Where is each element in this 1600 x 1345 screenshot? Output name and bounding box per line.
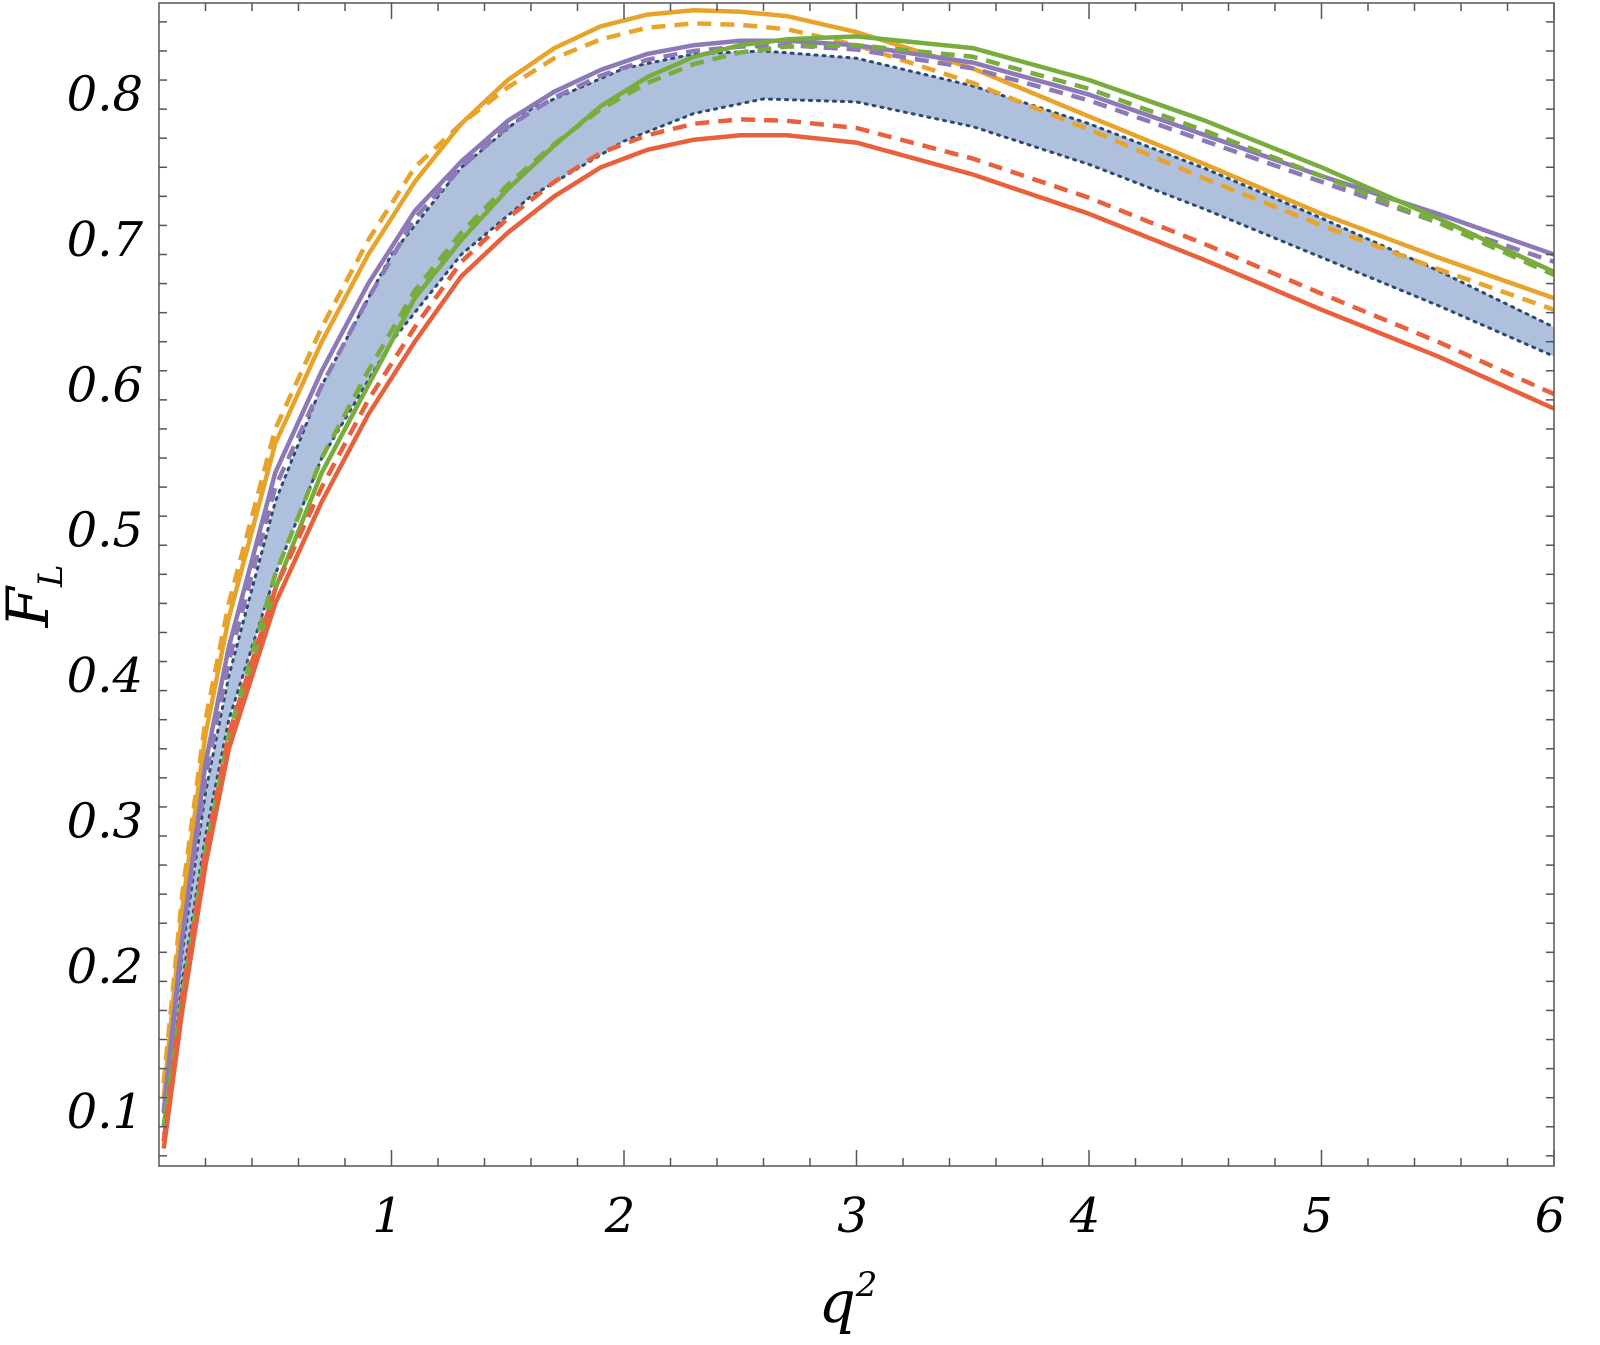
y-tick-labels: 0.1 0.2 0.3 0.4 0.5 0.6 0.7 0.8 bbox=[67, 67, 144, 1141]
x-tick-label: 2 bbox=[604, 1188, 636, 1244]
series-line-1 bbox=[161, 8, 1554, 1098]
y-tick-label: 0.2 bbox=[67, 939, 143, 995]
band-fill bbox=[163, 51, 1554, 1134]
band-edge-lower bbox=[162, 97, 1554, 1136]
y-tick-label: 0.1 bbox=[67, 1084, 143, 1140]
series-line-4 bbox=[161, 42, 1554, 1113]
series-line-8 bbox=[161, 117, 1554, 1142]
uncertainty-band bbox=[162, 49, 1554, 1136]
y-tick-label: 0.8 bbox=[67, 67, 143, 123]
x-tick-label: 6 bbox=[1535, 1188, 1566, 1244]
y-tick-label: 0.7 bbox=[67, 212, 144, 268]
band-edge-upper bbox=[162, 49, 1554, 1114]
x-tick-label: 1 bbox=[372, 1188, 403, 1244]
series-line-7 bbox=[161, 133, 1554, 1149]
x-tick-label: 5 bbox=[1302, 1188, 1333, 1244]
x-axis-title: q2 bbox=[819, 1265, 878, 1336]
axis-ticks bbox=[159, 3, 1555, 1166]
x-tick-label: 3 bbox=[837, 1188, 868, 1244]
x-tick-labels: 1 2 3 4 5 6 bbox=[372, 1188, 1565, 1244]
series-line-2 bbox=[161, 21, 1554, 1084]
y-tick-label: 0.4 bbox=[67, 648, 143, 704]
y-tick-label: 0.6 bbox=[67, 357, 143, 413]
y-tick-label: 0.3 bbox=[67, 793, 143, 849]
x-axis-title-base: q bbox=[819, 1268, 856, 1336]
y-axis-title-base: F bbox=[0, 585, 62, 628]
series-line-3 bbox=[161, 38, 1554, 1113]
y-axis-title: FL bbox=[0, 565, 71, 629]
x-tick-label: 4 bbox=[1069, 1188, 1101, 1244]
series-lines bbox=[161, 8, 1554, 1149]
series-line-6 bbox=[161, 42, 1554, 1128]
y-tick-label: 0.5 bbox=[67, 503, 143, 559]
series-line-5 bbox=[161, 34, 1554, 1128]
x-axis-title-superscript: 2 bbox=[855, 1265, 878, 1305]
y-axis-title-subscript: L bbox=[31, 565, 71, 589]
